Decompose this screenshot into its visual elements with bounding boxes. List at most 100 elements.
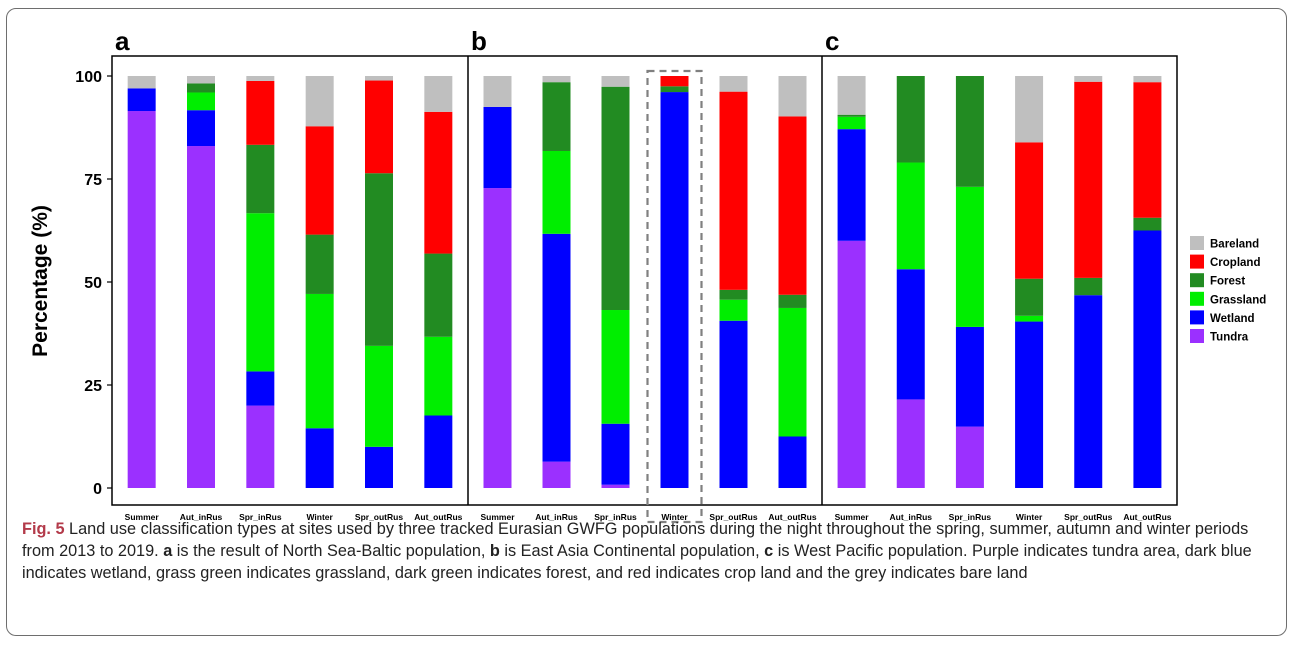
x-tick-label: Spr_inRus — [594, 512, 637, 522]
bar-segment-tundra — [955, 426, 984, 488]
bar-segment-grassland — [1015, 315, 1044, 322]
figure-frame — [6, 8, 1287, 636]
bar-segment-bareland — [778, 76, 807, 117]
legend-label-grassland: Grassland — [1210, 294, 1266, 306]
bar-segment-wetland — [955, 326, 984, 427]
legend-swatch-tundra — [1190, 329, 1204, 343]
x-tick-label: Winter — [661, 512, 688, 522]
bar-segment-wetland — [187, 110, 215, 147]
bar-segment-tundra — [187, 146, 215, 489]
bar-segment-bareland — [365, 76, 393, 81]
bar-segment-grassland — [424, 336, 453, 416]
bar-segment-cropland — [305, 126, 334, 235]
bar-segment-bareland — [305, 76, 334, 127]
x-tick-label: Aut_inRus — [890, 512, 933, 522]
x-tick-label: Winter — [306, 512, 333, 522]
legend-label-tundra: Tundra — [1210, 332, 1249, 344]
x-tick-label: Spr_outRus — [355, 512, 403, 522]
bar-segment-grassland — [896, 162, 925, 270]
legend-swatch-forest — [1190, 273, 1204, 288]
bar-segment-wetland — [837, 129, 866, 241]
bar-segment-forest — [719, 289, 748, 300]
panel-label: c — [825, 26, 839, 56]
legend-label-wetland: Wetland — [1210, 313, 1255, 325]
bar-segment-forest — [424, 253, 453, 337]
bar-segment-cropland — [1133, 82, 1162, 218]
x-tick-label: Summer — [125, 512, 160, 522]
caption-panel-b: b — [489, 542, 500, 560]
highlight-box — [646, 69, 703, 524]
plot-frame — [111, 55, 1178, 506]
bar-segment-wetland — [127, 88, 156, 112]
bar-segment-bareland — [424, 76, 453, 112]
bar-segment-forest — [955, 76, 984, 187]
caption-text-3: is East Asia Continental population, — [499, 542, 765, 560]
bar-segment-bareland — [1074, 76, 1103, 82]
figure-label: Fig. 5 — [22, 520, 65, 538]
x-tick-label: Aut_outRus — [1123, 512, 1171, 522]
bar-segment-grassland — [837, 116, 866, 130]
bar-segment-wetland — [778, 436, 807, 488]
bar-segment-wetland — [1074, 295, 1103, 488]
caption-text-2: is the result of North Sea-Baltic popula… — [172, 542, 490, 560]
bar-segment-forest — [601, 86, 630, 311]
bar-segment-wetland — [719, 320, 748, 488]
bar-segment-forest — [660, 86, 689, 93]
caption-text-4: is West Pacific population. Purple indic… — [22, 542, 1252, 582]
bar-segment-wetland — [483, 106, 512, 189]
bar-segment-grassland — [955, 186, 984, 327]
bar-segment-cropland — [778, 116, 807, 295]
bar-segment-tundra — [896, 399, 925, 488]
bar-segment-bareland — [1133, 76, 1162, 83]
caption-panel-c: c — [764, 542, 774, 560]
legend-swatch-grassland — [1190, 291, 1204, 306]
bar-segment-tundra — [837, 240, 866, 488]
bar-segment-forest — [1074, 277, 1103, 296]
x-tick-label: Aut_inRus — [535, 512, 578, 522]
bar-segment-cropland — [424, 111, 453, 254]
bar-segment-forest — [837, 114, 866, 117]
bar-segment-bareland — [1015, 76, 1044, 143]
bar-segment-cropland — [719, 91, 748, 290]
bar-segment-wetland — [601, 423, 630, 485]
bar-segment-wetland — [542, 233, 571, 462]
bar-segment-bareland — [246, 76, 275, 81]
bar-segment-cropland — [246, 80, 275, 145]
x-tick-label: Spr_inRus — [239, 512, 282, 522]
bar-segment-wetland — [365, 446, 393, 488]
legend-label-bareland: Bareland — [1210, 239, 1259, 251]
bar-segment-forest — [1015, 278, 1044, 316]
bar-segment-tundra — [542, 461, 571, 488]
legend-swatch-cropland — [1190, 254, 1204, 269]
y-axis-title: Percentage (%) — [29, 205, 52, 357]
bar-segment-wetland — [1015, 321, 1044, 488]
y-tick-label: 50 — [84, 275, 102, 292]
bar-segment-wetland — [1133, 230, 1162, 488]
x-tick-label: Summer — [835, 512, 870, 522]
bar-segment-tundra — [127, 111, 156, 489]
x-tick-label: Spr_outRus — [1064, 512, 1112, 522]
y-tick-label: 100 — [75, 69, 102, 86]
legend-swatch-bareland — [1190, 236, 1204, 250]
legend-swatch-wetland — [1190, 310, 1204, 325]
bar-segment-tundra — [601, 484, 630, 488]
panel-label: a — [115, 26, 130, 56]
legend-label-forest: Forest — [1210, 276, 1245, 288]
x-tick-label: Aut_inRus — [180, 512, 223, 522]
x-tick-label: Aut_outRus — [768, 512, 816, 522]
x-tick-label: Spr_outRus — [709, 512, 757, 522]
bar-segment-bareland — [127, 76, 156, 89]
bar-segment-wetland — [305, 428, 334, 488]
bar-segment-grassland — [601, 310, 630, 424]
bar-segment-forest — [778, 294, 807, 308]
bar-segment-wetland — [660, 92, 689, 489]
panel-label: b — [471, 26, 487, 56]
bar-segment-grassland — [305, 293, 334, 429]
legend-label-cropland: Cropland — [1210, 257, 1260, 269]
bar-segment-wetland — [246, 371, 275, 406]
bar-segment-forest — [305, 234, 334, 294]
bar-segment-tundra — [246, 405, 275, 488]
bar-segment-bareland — [187, 76, 215, 84]
bar-segment-bareland — [542, 76, 571, 83]
